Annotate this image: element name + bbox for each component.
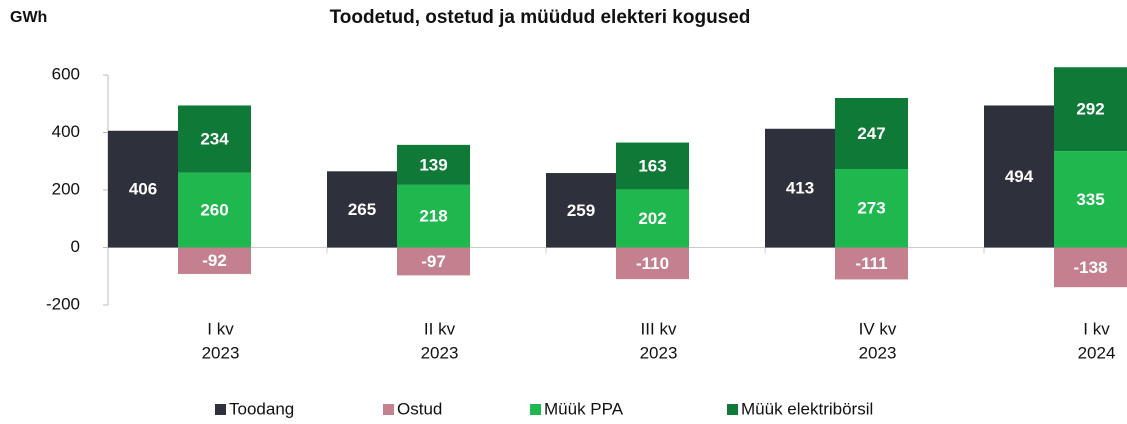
bar: [1054, 151, 1127, 248]
bar: [178, 172, 251, 248]
data-label: 247: [857, 124, 885, 143]
y-tick-label: -200: [46, 294, 80, 313]
data-label: -92: [202, 251, 227, 270]
data-label: 265: [348, 200, 376, 219]
legend-swatch: [530, 404, 541, 415]
data-label: 163: [638, 156, 666, 175]
x-tick-label: II kv: [424, 319, 456, 338]
bar: [984, 105, 1054, 248]
x-tick-label: I kv: [207, 319, 234, 338]
y-tick-label: 0: [71, 237, 80, 256]
x-tick-label: 2023: [202, 343, 240, 362]
x-tick-label: 2023: [859, 343, 897, 362]
data-label: 260: [200, 201, 228, 220]
x-tick-label: I kv: [1083, 319, 1110, 338]
legend-swatch: [215, 404, 226, 415]
bar: [616, 189, 689, 248]
data-label: -110: [636, 254, 669, 273]
data-label: 202: [638, 209, 666, 228]
legend-label: Ostud: [397, 399, 442, 418]
y-tick-label: 600: [52, 64, 80, 83]
data-label: 234: [200, 130, 229, 149]
legend-swatch: [383, 404, 394, 415]
data-label: 259: [567, 201, 595, 220]
bar: [397, 247, 470, 276]
legend-swatch: [727, 404, 738, 415]
legend-label: Müük elektribörsil: [741, 399, 873, 418]
data-label: 139: [419, 155, 447, 174]
bar: [546, 173, 616, 248]
y-axis-label: GWh: [10, 9, 47, 26]
x-tick-label: III kv: [641, 319, 677, 338]
data-label: -97: [421, 252, 446, 271]
data-label: 292: [1076, 100, 1104, 119]
data-label: 218: [419, 207, 447, 226]
bar: [108, 130, 178, 248]
data-label: 413: [786, 179, 814, 198]
bar: [616, 142, 689, 190]
bar: [835, 247, 908, 280]
x-tick-label: 2023: [421, 343, 459, 362]
bar: [397, 144, 470, 185]
bar: [1054, 247, 1127, 288]
bar: [397, 184, 470, 248]
bar: [1054, 67, 1127, 152]
data-label: -138: [1073, 258, 1107, 277]
bar: [616, 247, 689, 280]
bar: [327, 171, 397, 248]
bar: [765, 128, 835, 248]
y-tick-label: 200: [52, 179, 80, 198]
data-label: 494: [1005, 167, 1034, 186]
chart-title: Toodetud, ostetud ja müüdud elekteri kog…: [330, 7, 751, 28]
data-label: 406: [129, 180, 157, 199]
x-tick-label: 2023: [640, 343, 678, 362]
data-label: 335: [1076, 190, 1104, 209]
y-tick-label: 400: [52, 122, 80, 141]
bar: [178, 247, 251, 274]
legend-label: Toodang: [229, 399, 294, 418]
x-tick-label: 2024: [1078, 343, 1116, 362]
data-label: 273: [857, 199, 885, 218]
data-label: -111: [855, 254, 887, 273]
bar: [835, 169, 908, 248]
legend-label: Müük PPA: [544, 399, 624, 418]
bar: [835, 98, 908, 170]
x-tick-label: IV kv: [859, 319, 897, 338]
bar: [178, 105, 251, 173]
